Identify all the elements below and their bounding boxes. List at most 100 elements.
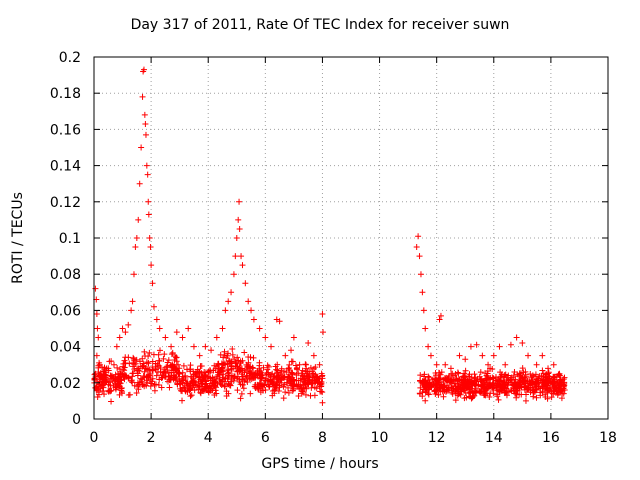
data-point	[319, 399, 326, 406]
data-point	[207, 367, 214, 374]
data-point	[420, 379, 427, 386]
data-point	[275, 374, 282, 381]
data-point	[502, 361, 509, 368]
data-point	[144, 171, 151, 178]
data-point	[130, 356, 137, 363]
x-tick-label: 0	[90, 430, 99, 446]
data-point	[255, 385, 262, 392]
data-point	[558, 395, 565, 402]
data-point	[228, 289, 235, 296]
data-point	[259, 387, 266, 394]
data-point	[559, 387, 566, 394]
data-point	[471, 392, 478, 399]
data-point	[159, 374, 166, 381]
data-point	[523, 385, 530, 392]
data-point	[514, 371, 521, 378]
data-point	[152, 381, 159, 388]
data-point	[519, 375, 526, 382]
data-point	[106, 358, 113, 365]
data-point	[468, 385, 475, 392]
data-point	[320, 329, 327, 336]
data-point	[218, 382, 225, 389]
data-point	[248, 307, 255, 314]
data-point	[312, 364, 319, 371]
data-point	[150, 303, 157, 310]
data-point	[157, 368, 164, 375]
data-point	[259, 371, 266, 378]
data-point	[422, 325, 429, 332]
data-point	[507, 341, 514, 348]
data-point	[233, 363, 240, 370]
data-point	[226, 360, 233, 367]
data-point	[494, 393, 501, 400]
data-point	[140, 373, 147, 380]
data-point	[466, 371, 473, 378]
data-point	[155, 357, 162, 364]
data-point	[202, 385, 209, 392]
data-point	[149, 375, 156, 382]
data-point	[416, 390, 423, 397]
data-point	[155, 381, 162, 388]
data-point	[276, 384, 283, 391]
data-point	[173, 329, 180, 336]
data-point	[302, 361, 309, 368]
data-point	[551, 378, 558, 385]
data-point	[148, 380, 155, 387]
data-point	[94, 325, 101, 332]
data-point	[235, 357, 242, 364]
grid-lines	[94, 57, 608, 419]
data-point	[262, 377, 269, 384]
data-point	[442, 361, 449, 368]
data-point	[462, 367, 469, 374]
data-point	[225, 374, 232, 381]
data-point	[119, 325, 126, 332]
data-point	[229, 345, 236, 352]
data-point	[93, 311, 100, 318]
data-point	[556, 371, 563, 378]
data-point	[128, 307, 135, 314]
data-point	[481, 389, 488, 396]
data-point	[433, 377, 440, 384]
data-point	[234, 387, 241, 394]
data-point	[222, 307, 229, 314]
data-point	[147, 371, 154, 378]
data-point	[140, 360, 147, 367]
data-point	[164, 359, 171, 366]
data-point	[217, 380, 224, 387]
data-point	[310, 352, 317, 359]
data-point	[532, 383, 539, 390]
data-point	[229, 351, 236, 358]
data-point	[420, 307, 427, 314]
data-point	[263, 375, 270, 382]
data-point	[258, 372, 265, 379]
data-point	[166, 373, 173, 380]
y-tick-label: 0.18	[50, 86, 81, 102]
data-point	[250, 316, 257, 323]
data-point	[296, 361, 303, 368]
data-point	[128, 378, 135, 385]
data-point	[247, 390, 254, 397]
data-point	[213, 390, 220, 397]
data-point	[293, 372, 300, 379]
data-point	[511, 390, 518, 397]
data-point	[426, 382, 433, 389]
data-point	[437, 385, 444, 392]
data-point	[121, 364, 128, 371]
data-point	[490, 375, 497, 382]
data-point	[215, 365, 222, 372]
data-point	[113, 343, 120, 350]
data-point	[293, 365, 300, 372]
data-point	[172, 377, 179, 384]
data-point	[126, 360, 133, 367]
data-point	[513, 334, 520, 341]
x-tick-label: 18	[599, 430, 617, 446]
y-tick-label: 0.1	[59, 231, 81, 247]
data-point	[493, 377, 500, 384]
data-point	[133, 356, 140, 363]
data-point	[477, 369, 484, 376]
data-point	[295, 393, 302, 400]
data-point	[147, 383, 154, 390]
data-point	[292, 362, 299, 369]
data-point	[132, 360, 139, 367]
data-point	[115, 380, 122, 387]
